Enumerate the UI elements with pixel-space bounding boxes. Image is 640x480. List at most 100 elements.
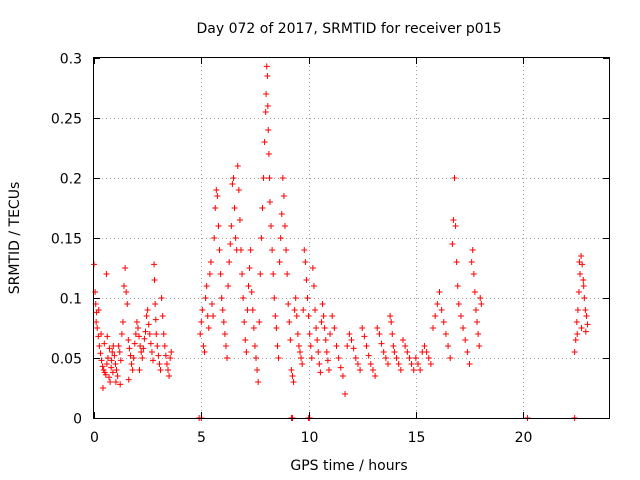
data-point xyxy=(263,63,270,70)
data-point xyxy=(365,352,372,359)
data-point xyxy=(202,295,209,301)
data-point xyxy=(201,349,208,355)
data-point xyxy=(153,331,160,337)
data-point xyxy=(126,345,133,352)
data-point xyxy=(115,343,122,349)
data-point xyxy=(258,235,265,241)
y-axis-label: SRMTID / TECUs xyxy=(7,182,23,295)
data-point xyxy=(316,361,323,367)
data-point xyxy=(234,163,241,169)
data-point xyxy=(112,379,119,385)
data-point xyxy=(363,343,370,349)
data-point xyxy=(572,337,579,343)
data-point xyxy=(228,223,235,229)
data-point xyxy=(397,367,404,373)
data-point xyxy=(163,361,170,367)
data-point xyxy=(151,277,158,283)
data-point xyxy=(108,364,115,371)
data-point xyxy=(295,343,302,349)
data-point xyxy=(136,367,143,373)
data-point xyxy=(469,247,476,253)
data-point xyxy=(109,369,116,376)
data-point xyxy=(291,307,298,313)
data-point xyxy=(580,283,587,289)
data-point xyxy=(277,235,284,241)
x-tick-labels: 0 5 10 15 20 xyxy=(90,430,532,446)
data-point xyxy=(404,349,411,355)
data-point xyxy=(103,361,110,367)
data-point xyxy=(376,331,383,337)
data-point xyxy=(259,205,266,211)
x-tick-label: 10 xyxy=(301,430,319,446)
data-point xyxy=(254,367,261,373)
data-point xyxy=(226,259,233,265)
data-point xyxy=(197,331,204,337)
data-point xyxy=(95,307,102,313)
data-point xyxy=(582,328,589,335)
data-point xyxy=(216,247,223,253)
data-point xyxy=(150,357,157,364)
data-point xyxy=(204,313,211,319)
data-point xyxy=(280,193,287,199)
data-point xyxy=(256,319,263,325)
data-point xyxy=(243,349,250,355)
data-point xyxy=(203,283,210,289)
data-point xyxy=(367,361,374,367)
data-point xyxy=(241,319,248,325)
data-point xyxy=(571,349,578,355)
data-point xyxy=(166,373,173,379)
data-point xyxy=(272,313,279,319)
data-point xyxy=(292,295,299,301)
data-point xyxy=(430,325,437,331)
data-point xyxy=(162,352,169,359)
data-point xyxy=(128,361,135,367)
data-point xyxy=(286,319,293,325)
data-point xyxy=(293,313,300,319)
data-point xyxy=(580,277,587,283)
data-point xyxy=(98,331,105,337)
data-point xyxy=(312,307,319,313)
data-point xyxy=(285,301,292,307)
data-point xyxy=(402,343,409,349)
data-point xyxy=(261,139,268,145)
data-point xyxy=(354,361,361,367)
data-point xyxy=(217,271,224,277)
data-point xyxy=(327,331,334,337)
data-point xyxy=(93,319,100,325)
data-point xyxy=(574,307,581,313)
data-points xyxy=(91,63,591,421)
data-point xyxy=(344,343,351,349)
data-point xyxy=(440,319,447,325)
data-point xyxy=(421,343,428,349)
data-point xyxy=(225,283,232,289)
data-point xyxy=(331,325,338,331)
data-point xyxy=(145,321,152,328)
data-point xyxy=(582,307,589,313)
data-point xyxy=(427,361,434,367)
data-point xyxy=(335,355,342,361)
data-point xyxy=(211,235,218,241)
data-point xyxy=(342,391,349,397)
data-point xyxy=(266,199,273,205)
data-point xyxy=(264,103,271,109)
data-point xyxy=(157,367,164,373)
data-point xyxy=(245,283,252,289)
data-point xyxy=(450,217,457,223)
data-point xyxy=(476,343,483,349)
data-point xyxy=(281,223,288,229)
data-point xyxy=(212,205,219,211)
data-point xyxy=(152,316,159,323)
data-point xyxy=(99,363,106,370)
y-tick-label: 0.15 xyxy=(51,232,82,248)
data-point xyxy=(283,247,290,253)
data-point xyxy=(154,343,161,349)
data-point xyxy=(387,313,394,319)
data-point xyxy=(112,361,119,367)
data-point xyxy=(321,325,328,331)
data-point xyxy=(134,325,141,331)
data-point xyxy=(220,319,227,325)
data-point xyxy=(265,151,272,157)
data-point xyxy=(323,349,330,355)
axis-ticks xyxy=(94,58,609,419)
data-point xyxy=(423,349,430,355)
